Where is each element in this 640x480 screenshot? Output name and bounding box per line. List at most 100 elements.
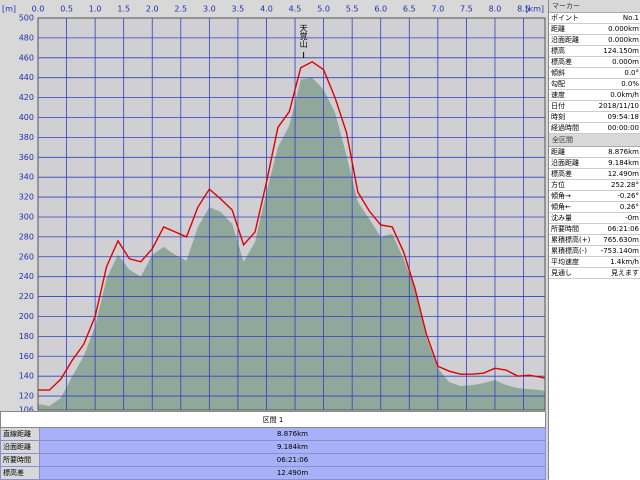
- row-label: 標高差: [549, 56, 588, 68]
- y-tick-label: 180: [19, 332, 34, 341]
- row-label: 累積標高(-): [549, 245, 596, 257]
- x-tick-label: 5.0: [317, 5, 330, 14]
- y-tick-label: 340: [19, 173, 34, 182]
- row-value: 765.630m: [595, 234, 640, 246]
- row-label: 方位: [549, 179, 596, 191]
- row-value: 124.150m: [587, 45, 640, 57]
- x-tick-label: 5.5: [346, 5, 359, 14]
- x-tick-label: 6.0: [374, 5, 387, 14]
- y-tick-label: 360: [19, 153, 34, 162]
- row-value: No.1: [587, 13, 640, 24]
- y-tick-label: 106: [19, 406, 34, 412]
- row-label: 標高: [549, 45, 588, 57]
- row-value: 0.0km/h: [587, 89, 640, 101]
- section-row: 所要時間 06:21:06: [0, 453, 546, 468]
- x-tick-label: 4.0: [260, 5, 273, 14]
- y-tick-label: 300: [19, 212, 34, 221]
- row-label: 沈み量: [549, 212, 596, 224]
- side-panel: マーカー ポイント No.1 距離 0.000km 沿面距離 0.000km 標高 124.15…: [548, 0, 640, 480]
- row-value: 09:54:18: [587, 111, 640, 123]
- panel-row: 平均速度 1.4km/h: [549, 256, 640, 268]
- panel-row: 所要時間 06:21:06: [549, 223, 640, 235]
- row-value: 0.000m: [587, 56, 640, 68]
- y-tick-label: 240: [19, 272, 34, 281]
- x-tick-label: 8.0: [489, 5, 502, 14]
- row-value: -0.26°: [595, 190, 640, 202]
- panel-row: 勾配 0.0%: [549, 78, 640, 90]
- panel-row: 時刻 09:54:18: [549, 111, 640, 123]
- x-tick-label: 3.0: [203, 5, 216, 14]
- x-tick-label: 1.5: [117, 5, 130, 14]
- row-value: 0.000km: [587, 23, 640, 35]
- y-tick-label: 440: [19, 73, 34, 82]
- panel-row: 見通し 見えます: [549, 267, 640, 279]
- x-tick-label: 7.5: [460, 5, 473, 14]
- row-label: 距離: [549, 23, 588, 35]
- y-tick-label: 380: [19, 133, 34, 142]
- panel-row: 標高 124.150m: [549, 45, 640, 57]
- header-row: 区間 1: [0, 410, 546, 429]
- panel-row: 距離 8.876km: [549, 147, 640, 158]
- x-tick-label: 7.0: [431, 5, 444, 14]
- panel-row: 速度 0.0km/h: [549, 89, 640, 101]
- row-value: 8.876km: [595, 147, 640, 158]
- x-tick-label: 6.5: [403, 5, 416, 14]
- row-label: 所要時間: [0, 453, 40, 468]
- row-value: 8.876km: [39, 427, 546, 442]
- panel-row: 累積標高(-) -753.140m: [549, 245, 640, 257]
- x-tick-label: 2.5: [174, 5, 187, 14]
- x-tick-label: 0.5: [60, 5, 73, 14]
- panel-row: 距離 0.000km: [549, 23, 640, 35]
- plot-border: [37, 17, 546, 411]
- y-tick-label: 460: [19, 53, 34, 62]
- row-value: -0m: [595, 212, 640, 224]
- row-label: 勾配: [549, 78, 588, 90]
- section-table: 区間 1 直線距離 8.876km 沿面距離 9.184km 所要時間 06:21:06 標高…: [0, 410, 546, 480]
- row-label: 標高差: [0, 466, 40, 480]
- row-label: 距離: [549, 147, 596, 158]
- elevation-line: [38, 60, 546, 391]
- panel-row: 経過時間 00:00:00: [549, 122, 640, 134]
- row-label: 沿面距離: [549, 157, 596, 169]
- row-label: 時刻: [549, 111, 588, 123]
- row-value: 252.28°: [595, 179, 640, 191]
- row-value: 見えます: [595, 267, 640, 279]
- x-tick-label: 4.5: [289, 5, 302, 14]
- x-unit: [km]: [525, 5, 544, 14]
- panel-row: 傾角→ -0.26°: [549, 190, 640, 202]
- row-label: 累積標高(+): [549, 234, 596, 246]
- panel-row: 沿面距離 0.000km: [549, 34, 640, 46]
- y-tick-label: 320: [19, 193, 34, 202]
- row-label: 日付: [549, 100, 588, 112]
- row-label: 傾角→: [549, 190, 596, 202]
- elevation-area: [38, 77, 545, 410]
- y-tick-label: 400: [19, 113, 34, 122]
- elevation-chart: [m] [km] 106 120 140 160 180 200 220 240 260 280 3…: [2, 5, 546, 412]
- row-label: 経過時間: [549, 122, 588, 134]
- row-value: 2018/11/10: [587, 100, 640, 112]
- panel-row: 沿面距離 9.184km: [549, 157, 640, 169]
- panel-title: マーカー: [549, 0, 640, 13]
- x-tick-label: 8.5: [517, 5, 530, 14]
- panel-row: 累積標高(+) 765.630m: [549, 234, 640, 246]
- y-tick-label: 280: [19, 232, 34, 241]
- section-row: 標高差 12.490m: [0, 466, 546, 480]
- row-value: -753.140m: [595, 245, 640, 257]
- row-value: 0.000km: [587, 34, 640, 46]
- panel-row: 標高差 12.490m: [549, 168, 640, 180]
- section-header: 区間 1: [0, 410, 546, 429]
- y-tick-label: 200: [19, 312, 34, 321]
- x-tick-label: 0.0: [32, 5, 45, 14]
- section-row: 直線距離 8.876km: [0, 427, 546, 442]
- row-value: 12.490m: [595, 168, 640, 180]
- panel-row: 傾角← 0.26°: [549, 201, 640, 213]
- row-label: 速度: [549, 89, 588, 101]
- y-tick-label: 120: [19, 392, 34, 401]
- panel-row: 標高差 0.000m: [549, 56, 640, 68]
- panel-row: 沈み量 -0m: [549, 212, 640, 224]
- panel-row: 方位 252.28°: [549, 179, 640, 191]
- x-tick-label: 2.0: [146, 5, 159, 14]
- y-tick-label: 420: [19, 93, 34, 102]
- y-tick-label: 260: [19, 252, 34, 261]
- row-value: 9.184km: [595, 157, 640, 169]
